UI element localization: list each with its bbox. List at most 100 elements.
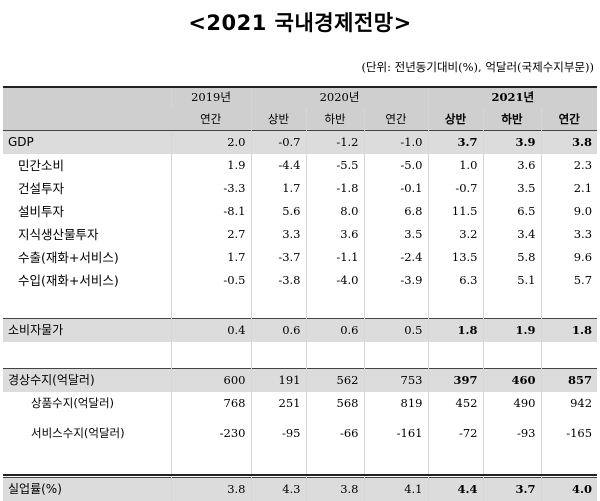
cell: 1.7 [251,177,306,200]
cell: 251 [251,392,306,415]
cell: -1.1 [306,246,364,269]
cell: 397 [428,369,483,393]
row-label: 소비자물가 [3,319,171,343]
row-label: 민간소비 [3,154,171,177]
header-2021: 2021년 [428,86,597,108]
cell: 3.8 [171,478,251,501]
header-2019: 2019년 [171,86,251,108]
cell: -3.7 [251,246,306,269]
cell: 5.1 [483,269,541,292]
cell: 2.3 [541,154,597,177]
cell: -1.0 [364,131,428,155]
cell: -4.4 [251,154,306,177]
cell: -3.3 [171,177,251,200]
cell: -1.2 [306,131,364,155]
header-corner [3,86,171,131]
row-label: 지식생산물투자 [3,223,171,246]
table-row-gdp: GDP 2.0 -0.7 -1.2 -1.0 3.7 3.9 3.8 [3,131,597,155]
cell: 3.4 [483,223,541,246]
cell: 5.8 [483,246,541,269]
cell: 753 [364,369,428,393]
header-2020: 2020년 [251,86,428,108]
cell: 5.6 [251,200,306,223]
cell: 11.5 [428,200,483,223]
cell: 6.8 [364,200,428,223]
cell: 2.0 [171,131,251,155]
cell: 6.5 [483,200,541,223]
cell: 942 [541,392,597,415]
cell: -3.9 [364,269,428,292]
cell: 1.7 [171,246,251,269]
cell: 3.5 [364,223,428,246]
cell: 9.0 [541,200,597,223]
table-row-unemployment: 실업률(%) 3.8 4.3 3.8 4.1 4.4 3.7 4.0 [3,478,597,501]
table-row: 지식생산물투자 2.7 3.3 3.6 3.5 3.2 3.4 3.3 [3,223,597,246]
cell: 3.8 [306,478,364,501]
cell: 3.6 [483,154,541,177]
cell: 452 [428,392,483,415]
cell: 191 [251,369,306,393]
table-spacer-row [3,292,597,319]
row-label: 건설투자 [3,177,171,200]
cell: -8.1 [171,200,251,223]
cell: 600 [171,369,251,393]
cell: -230 [171,415,251,451]
cell: 3.7 [428,131,483,155]
table-spacer-row [3,451,597,478]
header-2021-h1: 상반 [428,108,483,131]
cell: 857 [541,369,597,393]
cell: 2.1 [541,177,597,200]
row-label: 수출(재화+서비스) [3,246,171,269]
cell: 2.7 [171,223,251,246]
header-row-years: 2019년 2020년 2021년 [3,86,597,108]
cell: 568 [306,392,364,415]
cell: 4.4 [428,478,483,501]
cell: 460 [483,369,541,393]
cell: -5.0 [364,154,428,177]
cell: 4.0 [541,478,597,501]
row-label: 수입(재화+서비스) [3,269,171,292]
header-2021-annual: 연간 [541,108,597,131]
cell: -0.7 [428,177,483,200]
cell: 562 [306,369,364,393]
cell: 3.8 [541,131,597,155]
cell: 0.6 [306,319,364,343]
table-row: 수입(재화+서비스) -0.5 -3.8 -4.0 -3.9 6.3 5.1 5… [3,269,597,292]
cell: -3.8 [251,269,306,292]
cell: 3.7 [483,478,541,501]
cell: 1.8 [428,319,483,343]
cell: 3.3 [251,223,306,246]
cell: 768 [171,392,251,415]
header-2020-h1: 상반 [251,108,306,131]
cell: 3.6 [306,223,364,246]
cell: 490 [483,392,541,415]
cell: 1.9 [483,319,541,343]
cell: 4.3 [251,478,306,501]
header-2020-h2: 하반 [306,108,364,131]
cell: -72 [428,415,483,451]
table-row: 건설투자 -3.3 1.7 -1.8 -0.1 -0.7 3.5 2.1 [3,177,597,200]
table-row-current-account: 경상수지(억달러) 600 191 562 753 397 460 857 [3,369,597,393]
row-label: 상품수지(억달러) [3,392,171,415]
cell: 8.0 [306,200,364,223]
cell: 5.7 [541,269,597,292]
cell: 4.1 [364,478,428,501]
cell: -2.4 [364,246,428,269]
row-label: 설비투자 [3,200,171,223]
economic-forecast-table: 2019년 2020년 2021년 연간 상반 하반 연간 상반 하반 연간 G… [3,86,597,501]
cell: -1.8 [306,177,364,200]
page-title: <2021 국내경제전망> [0,7,600,37]
cell: -0.5 [171,269,251,292]
cell: -161 [364,415,428,451]
cell: -4.0 [306,269,364,292]
row-label: GDP [3,131,171,155]
cell: 3.3 [541,223,597,246]
cell: -93 [483,415,541,451]
header-2019-annual: 연간 [171,108,251,131]
cell: 6.3 [428,269,483,292]
cell: -0.1 [364,177,428,200]
unit-note: (단위: 전년동기대비(%), 억달러(국제수지부문)) [361,59,594,75]
table-row: 상품수지(억달러) 768 251 568 819 452 490 942 [3,392,597,415]
cell: 0.6 [251,319,306,343]
cell: 13.5 [428,246,483,269]
